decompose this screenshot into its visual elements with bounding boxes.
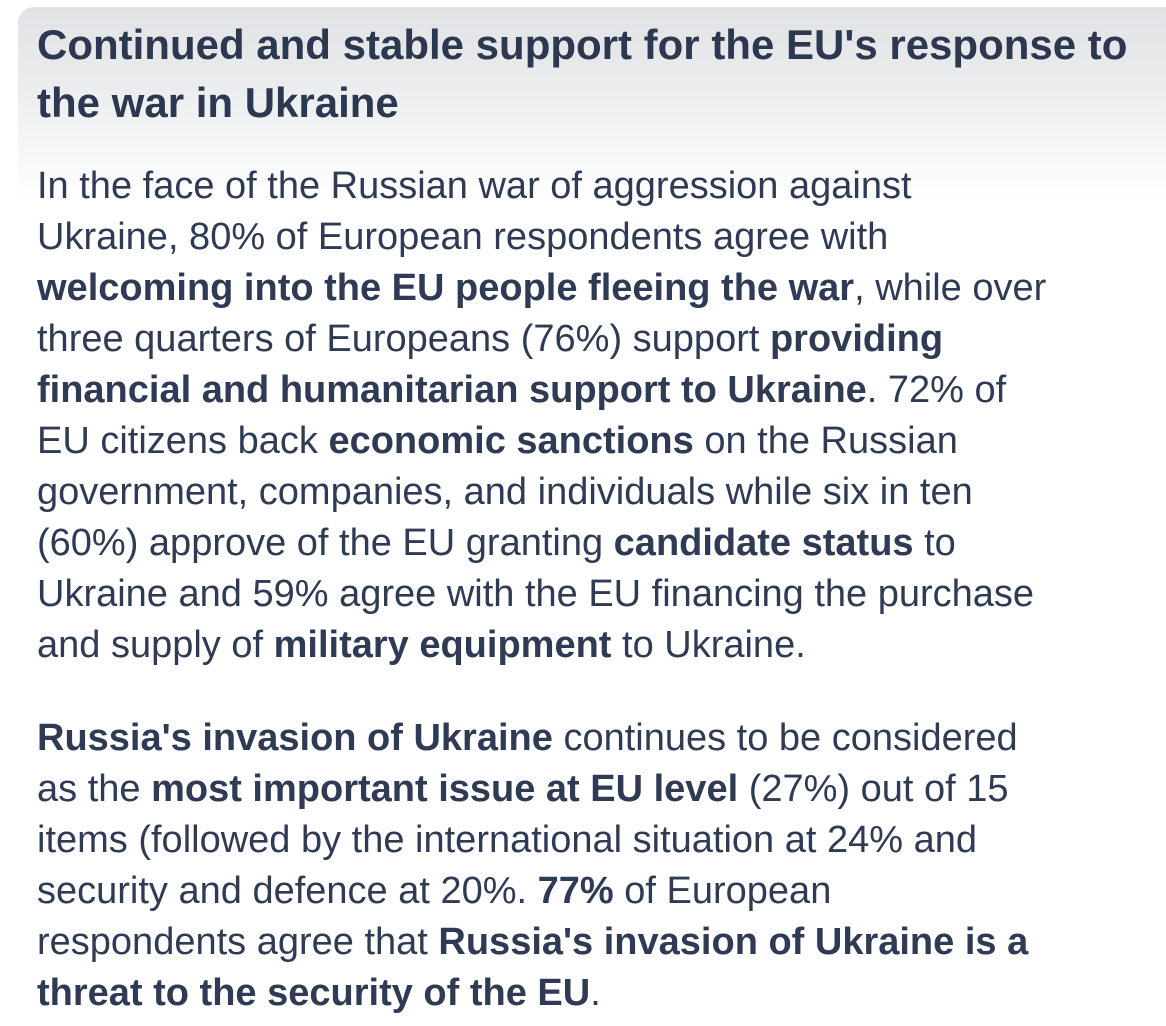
article: Continued and stable support for the EU'… — [37, 16, 1147, 1019]
text-segment: of European — [613, 870, 832, 912]
text-line: welcoming into the EU people fleeing the… — [37, 263, 1147, 314]
heading-line: Continued and stable support for the EU'… — [37, 21, 1128, 68]
text-segment: . 72% of — [866, 369, 1007, 411]
text-line: threat to the security of the EU. — [37, 968, 1147, 1019]
text-line: Ukraine and 59% agree with the EU financ… — [37, 569, 1147, 620]
text-segment: Ukraine and 59% agree with the EU financ… — [37, 573, 1035, 615]
text-segment: to Ukraine. — [611, 624, 806, 666]
text-segment: security and defence at 20%. — [37, 870, 538, 912]
text-segment: (27%) out of 15 — [738, 768, 1009, 810]
text-segment: EU citizens back — [37, 420, 329, 462]
text-segment: respondents agree that — [37, 921, 439, 963]
heading-line: the war in Ukraine — [37, 79, 399, 126]
text-line: and supply of military equipment to Ukra… — [37, 620, 1147, 671]
text-segment: financial and humanitarian support to Uk… — [37, 369, 867, 411]
text-segment: Russia's invasion of Ukraine is a — [438, 921, 1029, 963]
text-line: financial and humanitarian support to Uk… — [37, 365, 1147, 416]
paragraph: Russia's invasion of Ukraine continues t… — [37, 713, 1147, 1019]
text-line: Ukraine, 80% of European respondents agr… — [37, 212, 1147, 263]
text-segment: economic sanctions — [328, 420, 694, 462]
text-segment: military equipment — [273, 624, 612, 666]
text-segment: Russia's invasion of Ukraine — [37, 717, 553, 759]
text-segment: providing — [769, 318, 944, 360]
paragraph: In the face of the Russian war of aggres… — [37, 161, 1147, 671]
text-segment: threat to the security of the EU — [37, 972, 591, 1014]
article-body: In the face of the Russian war of aggres… — [37, 161, 1147, 1019]
text-line: as the most important issue at EU level … — [37, 764, 1147, 815]
text-segment: (60%) approve of the EU granting — [37, 522, 614, 564]
text-segment: on the Russian — [693, 420, 958, 462]
text-segment: candidate status — [613, 522, 914, 564]
text-segment: three quarters of Europeans (76%) suppor… — [37, 318, 770, 360]
text-segment: to — [913, 522, 956, 564]
text-line: (60%) approve of the EU granting candida… — [37, 518, 1147, 569]
text-segment: as the — [37, 768, 152, 810]
text-line: items (followed by the international sit… — [37, 815, 1147, 866]
text-segment: items (followed by the international sit… — [37, 819, 977, 861]
text-segment: most important issue at EU level — [151, 768, 739, 810]
text-segment: 77% — [537, 870, 614, 912]
text-line: security and defence at 20%. 77% of Euro… — [37, 866, 1147, 917]
text-segment: welcoming into the EU people fleeing the… — [37, 267, 855, 309]
text-segment: Ukraine, 80% of European respondents agr… — [37, 216, 889, 258]
text-segment: and supply of — [37, 624, 274, 666]
text-line: respondents agree that Russia's invasion… — [37, 917, 1147, 968]
text-segment: . — [590, 972, 601, 1014]
text-segment: continues to be considered — [552, 717, 1018, 759]
text-line: EU citizens back economic sanctions on t… — [37, 416, 1147, 467]
text-line: government, companies, and individuals w… — [37, 467, 1147, 518]
text-segment: In the face of the Russian war of aggres… — [37, 165, 912, 207]
header-gradient-band — [18, 7, 1166, 202]
text-line: three quarters of Europeans (76%) suppor… — [37, 314, 1147, 365]
article-title: Continued and stable support for the EU'… — [37, 16, 1147, 132]
text-segment: government, companies, and individuals w… — [37, 471, 973, 513]
text-line: In the face of the Russian war of aggres… — [37, 161, 1147, 212]
text-segment: , while over — [854, 267, 1047, 309]
text-line: Russia's invasion of Ukraine continues t… — [37, 713, 1147, 764]
